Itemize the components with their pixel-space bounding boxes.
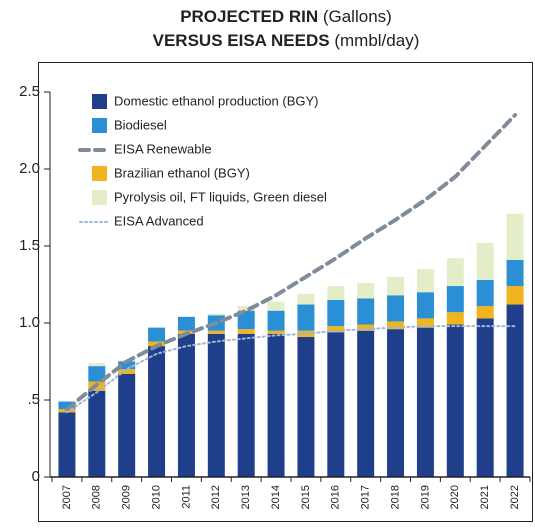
bar-segment [476, 306, 494, 319]
bar-segment [446, 286, 464, 313]
x-tick-label: 2009 [121, 485, 133, 509]
bar-segment [88, 363, 106, 367]
y-tick-label: .5 [27, 391, 40, 408]
x-tick-label: 2017 [360, 485, 372, 509]
x-tick-label: 2022 [509, 485, 521, 509]
bar-segment [237, 310, 255, 330]
bar-segment [506, 213, 524, 260]
bar-segment [476, 242, 494, 280]
bar-segment [506, 286, 524, 305]
bar-segment [446, 258, 464, 287]
legend-label: EISA Renewable [114, 141, 212, 156]
title-line: PROJECTED RIN (Gallons) [180, 7, 392, 26]
bar-segment [357, 282, 375, 299]
bar-segment [118, 369, 136, 374]
bar-segment [207, 333, 225, 477]
bar-segment [446, 312, 464, 325]
y-tick-label: 1.5 [19, 237, 40, 254]
legend-label: Biodiesel [114, 117, 167, 132]
bar-segment [118, 373, 136, 477]
legend-swatch [92, 190, 107, 205]
bar-segment [327, 326, 345, 333]
x-tick-label: 2013 [240, 485, 252, 509]
bar-segment [387, 329, 405, 477]
bar-segment [267, 330, 285, 334]
x-tick-label: 2015 [300, 485, 312, 509]
y-tick-label: 1.0 [19, 314, 40, 331]
legend-swatch [92, 94, 107, 109]
legend-label: Brazilian ethanol (BGY) [114, 165, 250, 180]
bar-segment [327, 299, 345, 327]
bar-segment [267, 301, 285, 311]
title-bold: PROJECTED RIN [180, 7, 318, 26]
bar-segment [416, 318, 434, 328]
frame [38, 62, 533, 522]
bar-segment [446, 324, 464, 477]
legend-swatch [92, 118, 107, 133]
title-bold: VERSUS EISA NEEDS [153, 31, 330, 50]
bar-segment [476, 318, 494, 477]
bar-segment [506, 259, 524, 287]
bar-segment [297, 293, 315, 305]
bar-segment [297, 336, 315, 477]
legend-label: EISA Advanced [114, 213, 204, 228]
bar-segment [357, 330, 375, 477]
bar-segment [416, 327, 434, 477]
bar-segment [207, 330, 225, 334]
bar-segment [357, 298, 375, 325]
y-tick-label: 2.5 [19, 83, 40, 100]
bar-segment [148, 327, 166, 342]
x-tick-label: 2018 [389, 485, 401, 509]
bar-segment [177, 316, 195, 331]
x-tick-label: 2021 [479, 485, 491, 509]
x-tick-label: 2010 [150, 485, 162, 509]
bar-segment [387, 321, 405, 330]
bar-segment [58, 401, 76, 410]
x-tick-label: 2008 [91, 485, 103, 509]
x-tick-label: 2019 [419, 485, 431, 509]
bar-segment [297, 304, 315, 331]
y-tick-label: 0 [32, 468, 40, 485]
bar-segment [327, 332, 345, 477]
bar-segment [237, 333, 255, 477]
bar-segment [387, 276, 405, 296]
legend-swatch [92, 166, 107, 181]
bar-segment [237, 306, 255, 311]
bar-segment [387, 295, 405, 322]
x-tick-label: 2012 [210, 485, 222, 509]
bar-segment [118, 361, 136, 370]
bar-segment [177, 333, 195, 477]
bar-segment [88, 390, 106, 477]
legend-label: Pyrolysis oil, FT liquids, Green diesel [114, 189, 327, 204]
bar-segment [416, 269, 434, 293]
bar-segment [148, 341, 166, 347]
x-tick-label: 2007 [61, 485, 73, 509]
legend-label: Domestic ethanol production (BGY) [114, 93, 318, 108]
title-normal: (Gallons) [323, 7, 392, 26]
line-series [64, 113, 518, 412]
bar-segment [506, 304, 524, 477]
bar-segment [327, 286, 345, 300]
x-tick-label: 2020 [449, 485, 461, 509]
x-tick-label: 2014 [270, 485, 282, 509]
bar-segment [476, 279, 494, 307]
bar-segment [267, 310, 285, 331]
title-line: VERSUS EISA NEEDS (mmbl/day) [153, 31, 420, 50]
title-normal: (mmbl/day) [334, 31, 419, 50]
x-tick-label: 2011 [180, 485, 192, 509]
bar-segment [207, 313, 225, 316]
line-series [65, 325, 517, 414]
bar-segment [297, 330, 315, 337]
y-tick-label: 2.0 [19, 160, 40, 177]
bar-segment [237, 329, 255, 334]
bar-segment [88, 366, 106, 382]
x-tick-label: 2016 [330, 485, 342, 509]
bar-segment [58, 412, 76, 477]
bar-segment [267, 333, 285, 477]
bar-segment [416, 292, 434, 319]
bar-segment [357, 324, 375, 331]
bar-segment [148, 346, 166, 477]
